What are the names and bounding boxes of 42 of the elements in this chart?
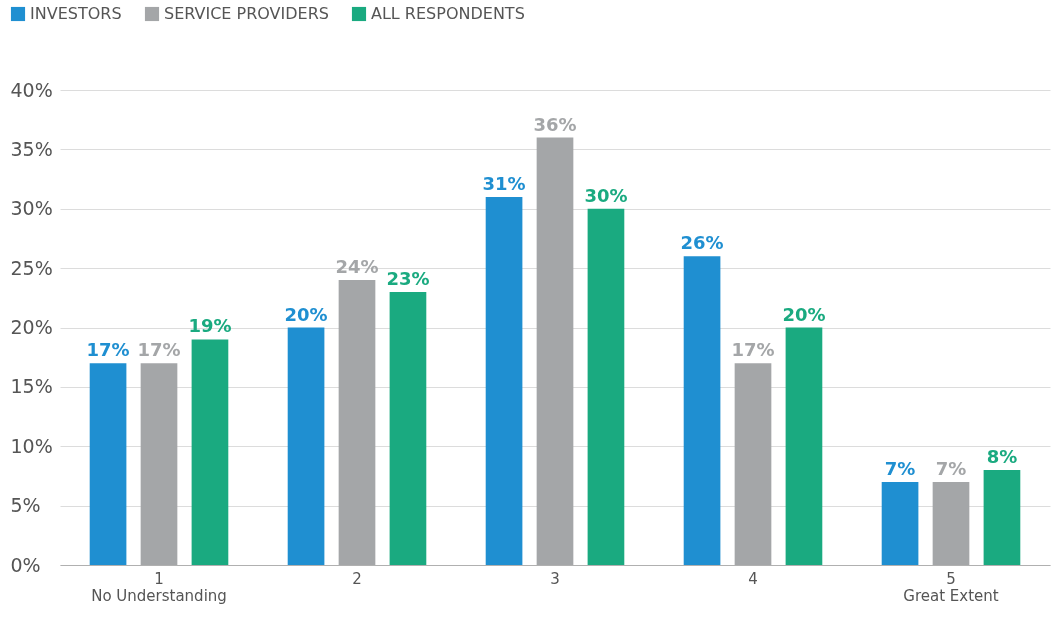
data-label: 17% xyxy=(137,339,181,361)
data-label: 17% xyxy=(86,339,130,361)
bar xyxy=(983,470,1021,565)
x-tick-label: 2 xyxy=(352,569,362,588)
bar xyxy=(287,327,325,565)
x-tick-label: 5 Great Extent xyxy=(903,569,999,605)
y-tick-label: 20% xyxy=(10,316,53,338)
bar xyxy=(587,208,625,565)
data-label: 7% xyxy=(935,457,967,479)
legend-label: INVESTORS xyxy=(30,4,122,23)
bar xyxy=(785,327,823,565)
bar xyxy=(191,339,229,565)
y-tick-label: 5% xyxy=(10,494,41,517)
data-label: 17% xyxy=(731,339,775,361)
data-label: 8% xyxy=(986,446,1018,467)
bar xyxy=(389,291,427,565)
data-label: 23% xyxy=(386,267,430,289)
y-tick-label: 15% xyxy=(10,375,53,398)
data-label: 19% xyxy=(188,315,232,337)
bar xyxy=(485,196,523,565)
data-label: 7% xyxy=(884,457,916,479)
data-label: 20% xyxy=(782,303,826,325)
legend-label: ALL RESPONDENTS xyxy=(371,4,525,23)
data-label: 30% xyxy=(584,184,628,206)
y-tick-label: 10% xyxy=(10,434,53,457)
data-label: 36% xyxy=(533,113,577,135)
y-tick-label: 0% xyxy=(10,553,41,576)
bar xyxy=(89,363,127,565)
y-tick-label: 35% xyxy=(10,137,53,160)
bar xyxy=(881,481,919,565)
x-tick-label: 1 No Understanding xyxy=(91,569,227,605)
y-tick-label: 40% xyxy=(10,78,53,101)
data-label: 20% xyxy=(284,303,328,325)
y-tick-label: 25% xyxy=(10,256,53,279)
data-label: 26% xyxy=(680,232,724,254)
data-label: 24% xyxy=(335,256,379,277)
bar xyxy=(683,256,721,565)
data-label: 31% xyxy=(482,172,526,194)
x-tick-label: 3 xyxy=(550,569,560,588)
legend-label: SERVICE PROVIDERS xyxy=(164,4,329,23)
y-tick-label: 30% xyxy=(10,197,53,220)
x-tick-label: 4 xyxy=(748,569,758,588)
